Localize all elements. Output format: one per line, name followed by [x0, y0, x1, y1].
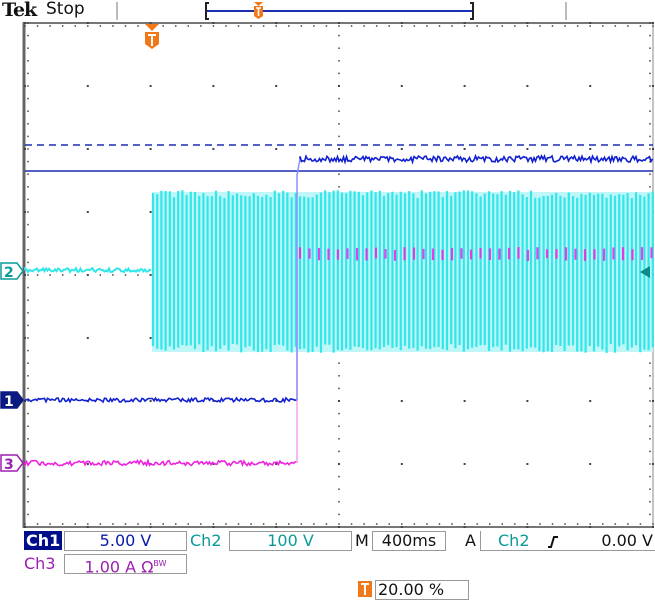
ch1-ground-marker[interactable]: 1 — [1, 392, 23, 410]
ch3-scale[interactable]: 1.00 A ΩBW — [64, 554, 187, 574]
ch2-scale[interactable]: 100 V — [229, 531, 352, 551]
trigger-icon — [358, 581, 372, 597]
rising-edge-icon — [547, 534, 559, 553]
timebase-label: M — [355, 531, 369, 551]
trigger-source: Ch2 — [498, 531, 530, 550]
ch2-label[interactable]: Ch2 — [190, 531, 222, 551]
waveform-display[interactable]: 2 1 3 — [0, 0, 655, 530]
ch3-scale-value: 1.00 A Ω — [84, 557, 153, 576]
bandwidth-limit-icon: BW — [153, 559, 166, 568]
record-trigger-icon — [254, 2, 263, 19]
trigger-position-value: 20.00 % — [375, 580, 469, 600]
record-view-bracket — [206, 2, 473, 19]
svg-text:3: 3 — [4, 457, 14, 473]
trigger-level: 0.00 V — [601, 531, 653, 550]
ch3-ground-marker[interactable]: 3 — [1, 455, 23, 473]
svg-text:1: 1 — [4, 394, 14, 410]
ch1-label[interactable]: Ch1 — [24, 531, 62, 550]
trigger-readout[interactable]: Ch2 0.00 V — [480, 531, 655, 551]
svg-text:2: 2 — [4, 265, 14, 281]
ch3-label[interactable]: Ch3 — [24, 554, 56, 574]
ch2-ground-marker[interactable]: 2 — [1, 263, 23, 281]
timebase-value[interactable]: 400ms — [372, 531, 446, 551]
ch1-scale[interactable]: 5.00 V — [64, 531, 187, 551]
trigger-mode: A — [465, 531, 476, 551]
